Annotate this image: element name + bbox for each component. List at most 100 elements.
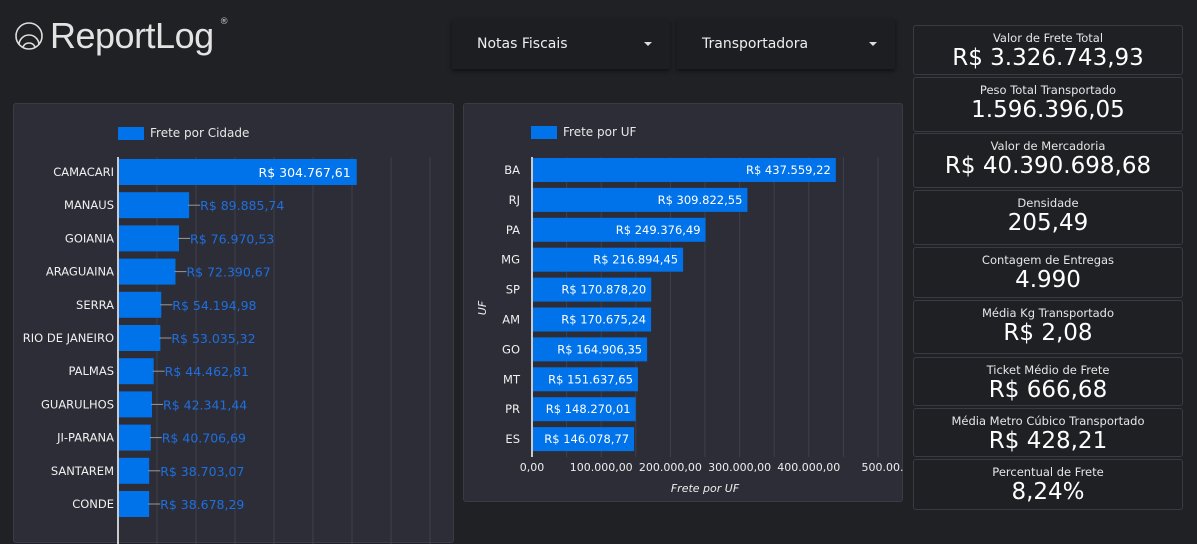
- category-label: MG: [501, 253, 520, 267]
- category-label: CAMACARI: [53, 165, 114, 179]
- kpi-card: Média Metro Cúbico Transportado R$ 428,21: [913, 408, 1183, 457]
- bar: [533, 217, 706, 242]
- category-label: GO: [502, 342, 520, 356]
- data-label: R$ 164.906,35: [557, 342, 642, 356]
- kpi-card: Valor de Mercadoria R$ 40.390.698,68: [913, 133, 1183, 188]
- data-label: R$ 54.194,98: [172, 298, 256, 313]
- x-tick-label: 200.000,00: [639, 461, 702, 474]
- bar: [119, 391, 153, 418]
- bar: [533, 187, 748, 212]
- legend[interactable]: Frete por Cidade: [118, 126, 249, 140]
- category-label: AM: [502, 313, 520, 327]
- kpi-card: Percentual de Frete 8,24%: [913, 459, 1183, 510]
- notas-fiscais-dropdown[interactable]: Notas Fiscais: [452, 19, 670, 69]
- legend[interactable]: Frete por UF: [531, 125, 636, 139]
- data-label: R$ 249.376,49: [616, 223, 701, 237]
- data-label: R$ 89.885,74: [200, 198, 284, 213]
- uf-bar-chart: BA R$ 437.559,22 RJ R$ 309.822,55 PA R$ 249.3…: [476, 157, 904, 495]
- bar: [533, 277, 652, 302]
- kpi-title: Peso Total Transportado: [979, 83, 1117, 97]
- bar: [533, 307, 652, 332]
- legend-swatch: [531, 125, 557, 139]
- category-label: PR: [505, 402, 520, 416]
- kpi-title: Valor de Mercadoria: [990, 139, 1106, 153]
- bar: [533, 427, 635, 452]
- registered-mark: ®: [219, 17, 229, 27]
- x-tick-label: 500.00...: [862, 461, 904, 474]
- bar: [119, 424, 151, 451]
- category-label: ARAGUAINA: [46, 265, 114, 279]
- data-label: R$ 40.706,69: [162, 431, 246, 446]
- dropdown-label: Notas Fiscais: [477, 36, 568, 52]
- data-label: R$ 38.678,29: [160, 497, 244, 512]
- y-axis-title: UF: [476, 300, 489, 315]
- kpi-value: R$ 40.390.698,68: [944, 153, 1152, 179]
- kpi-title: Ticket Médio de Frete: [986, 363, 1110, 377]
- x-tick-label: 400.000,00: [777, 461, 840, 474]
- data-label: R$ 76.970,53: [190, 231, 274, 246]
- data-label: R$ 146.078,77: [544, 432, 629, 446]
- kpi-title: Média Metro Cúbico Transportado: [951, 414, 1145, 428]
- bar: [119, 291, 162, 318]
- legend-label: Frete por Cidade: [150, 126, 250, 140]
- kpi-value: 205,49: [1007, 210, 1089, 236]
- bar: [119, 457, 150, 484]
- kpi-value: R$ 428,21: [988, 428, 1108, 454]
- bar: [533, 337, 648, 362]
- kpi-title: Contagem de Entregas: [981, 253, 1115, 267]
- transportadora-dropdown[interactable]: Transportadora: [677, 19, 895, 69]
- bar: [119, 192, 190, 219]
- category-label: JI-PARANA: [56, 431, 114, 445]
- category-label: MANAUS: [64, 198, 114, 212]
- data-label: R$ 42.341,44: [163, 397, 247, 412]
- category-label: SP: [506, 283, 520, 297]
- kpi-value: R$ 2,08: [1003, 320, 1093, 346]
- caret-down-icon: [869, 42, 877, 46]
- data-label: R$ 148.270,01: [546, 402, 631, 416]
- kpi-card: Densidade 205,49: [913, 190, 1183, 245]
- kpi-value: R$ 666,68: [988, 377, 1108, 403]
- caret-down-icon: [644, 42, 652, 46]
- data-label: R$ 72.390,67: [186, 265, 270, 280]
- data-label: R$ 44.462,81: [165, 364, 249, 379]
- kpi-value: 1.596.396,05: [971, 97, 1125, 123]
- kpi-value: 4.990: [1015, 267, 1081, 293]
- category-label: ES: [505, 432, 520, 446]
- category-label: BA: [504, 163, 520, 177]
- data-label: R$ 309.822,55: [658, 193, 743, 207]
- bar: [533, 247, 684, 272]
- dropdown-label: Transportadora: [702, 36, 809, 52]
- kpi-title: Valor de Frete Total: [992, 31, 1104, 45]
- x-tick-label: 0,00: [520, 461, 545, 474]
- legend-swatch: [118, 126, 144, 140]
- bar: [119, 225, 180, 252]
- frete-por-uf-panel: Frete por UF BA R$ 437.559,22 RJ R$ 309.822…: [463, 103, 904, 502]
- data-label: R$ 170.878,20: [561, 283, 646, 297]
- category-label: SANTAREM: [51, 464, 114, 478]
- bar: [119, 159, 357, 185]
- x-tick-label: 100.000,00: [570, 461, 633, 474]
- category-label: SERRA: [76, 298, 114, 312]
- kpi-card: Peso Total Transportado 1.596.396,05: [913, 77, 1183, 132]
- bar: [119, 491, 150, 517]
- city-bar-chart: CAMACARI R$ 304.767,61 MANAUS R$ 89.885,74 G…: [23, 157, 431, 544]
- data-label: R$ 151.637,65: [548, 372, 633, 386]
- legend-label: Frete por UF: [563, 125, 637, 139]
- kpi-title: Densidade: [1017, 196, 1079, 210]
- bar: [119, 258, 176, 285]
- kpi-card: Média Kg Transportado R$ 2,08: [913, 300, 1183, 354]
- category-label: MT: [503, 372, 521, 386]
- data-label: R$ 38.703,07: [160, 464, 244, 479]
- logo-text: ReportLog: [50, 15, 214, 56]
- category-label: CONDE: [72, 497, 114, 511]
- data-label: R$ 53.035,32: [171, 331, 255, 346]
- kpi-card: Contagem de Entregas 4.990: [913, 247, 1183, 298]
- data-label: R$ 170.675,24: [561, 313, 646, 327]
- kpi-title: Percentual de Frete: [992, 465, 1104, 479]
- kpi-card: Valor de Frete Total R$ 3.326.743,93: [913, 25, 1183, 75]
- category-label: GOIANIA: [65, 231, 114, 245]
- x-axis-title: Frete por UF: [671, 482, 740, 495]
- logo: ReportLog ®: [14, 15, 229, 57]
- kpi-value: 8,24%: [1011, 479, 1085, 505]
- data-label: R$ 437.559,22: [746, 163, 831, 177]
